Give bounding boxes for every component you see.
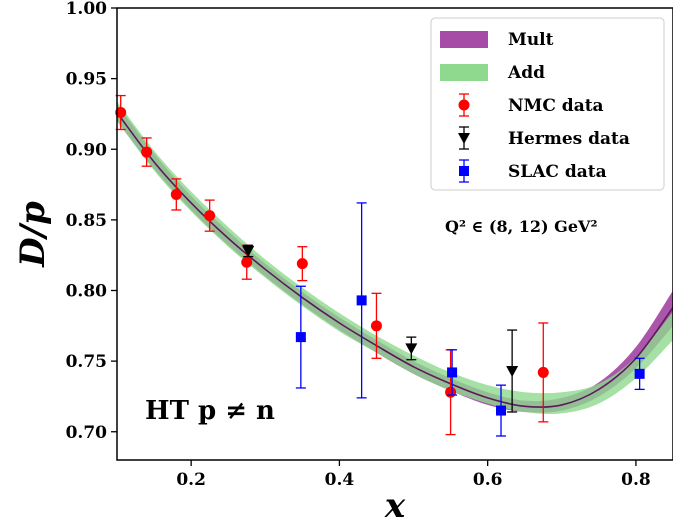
hermes-data-marker [506, 366, 519, 378]
nmc-data-marker [537, 366, 549, 378]
slac-data-marker [447, 367, 458, 378]
slac-data-point-4 [634, 357, 645, 391]
nmc-data-marker [170, 188, 182, 200]
y-tick-label: 0.85 [66, 211, 107, 231]
hermes-data-point-1 [405, 336, 418, 361]
nmc-data-marker [296, 258, 308, 270]
slac-data-point-0 [295, 285, 306, 389]
hermes-data-marker [405, 343, 418, 355]
hermes-data-point-0 [242, 244, 255, 258]
legend-entry-add: Add [440, 63, 545, 83]
legend-entry-slac-data: SLAC data [459, 159, 607, 183]
legend-label: Hermes data [508, 129, 630, 149]
nmc-data-marker [141, 146, 153, 158]
y-tick-label: 0.75 [66, 352, 107, 372]
band-add [117, 101, 673, 415]
slac-data-point-1 [356, 202, 367, 399]
legend-marker [459, 166, 469, 176]
slac-data-marker [634, 368, 645, 379]
plot-frame [116, 7, 673, 461]
slac-data-marker [295, 332, 306, 343]
x-tick-label: 0.2 [176, 470, 206, 490]
q2-range-annotation: Q² ∈ (8, 12) GeV² [445, 217, 597, 236]
axis-ticks: 0.2 0.4 0.6 0.8 0.70 0.75 0.80 0.85 0.90 0.95 1.00 [66, 0, 651, 490]
x-tick-label: 0.6 [473, 470, 503, 490]
hermes-data-marker [242, 245, 255, 257]
y-tick-label: 0.70 [66, 423, 108, 443]
legend: Mult Add NMC data Hermes data SLAC data [430, 17, 665, 191]
nmc-data-point-6 [370, 292, 382, 359]
legend-box [430, 17, 665, 191]
legend-entry-hermes-data: Hermes data [458, 126, 630, 150]
nmc-data-point-7 [445, 349, 457, 436]
x-axis-label: x [384, 486, 406, 526]
slac-data-marker [356, 295, 367, 306]
legend-entry-mult: Mult [440, 30, 554, 50]
y-tick-label: 0.90 [66, 140, 108, 160]
slac-data-point-2 [447, 349, 458, 396]
y-tick-label: 0.95 [66, 70, 107, 90]
slac-data-point-3 [496, 384, 507, 437]
y-axis-label: D/p [13, 201, 53, 268]
nmc-data-point-8 [537, 322, 549, 423]
nmc-data-point-3 [204, 199, 216, 232]
slac-data-marker [496, 405, 507, 416]
x-tick-label: 0.8 [621, 470, 651, 490]
y-tick-label: 0.80 [66, 282, 108, 302]
nmc-data-marker [241, 256, 253, 268]
data-points-layer [115, 94, 645, 437]
legend-label: NMC data [508, 96, 604, 116]
legend-entry-nmc-data: NMC data [458, 93, 604, 117]
hermes-data-point-2 [506, 329, 519, 413]
bands-layer [117, 101, 673, 415]
legend-label: Mult [508, 30, 554, 50]
nmc-data-marker [445, 386, 457, 398]
ht-label-annotation: HT p ≠ n [145, 396, 275, 426]
legend-swatch [440, 64, 488, 81]
nmc-data-marker [370, 320, 382, 332]
nmc-data-point-1 [141, 137, 153, 167]
y-tick-label: 1.00 [66, 0, 108, 19]
legend-swatch [440, 31, 488, 48]
nmc-data-point-5 [296, 246, 308, 282]
x-tick-label: 0.4 [325, 470, 355, 490]
nmc-data-marker [204, 210, 216, 222]
legend-label: SLAC data [508, 162, 607, 182]
legend-marker [458, 99, 470, 111]
nmc-data-point-2 [170, 178, 182, 211]
nmc-data-marker [115, 107, 127, 119]
legend-label: Add [507, 63, 545, 83]
legend-marker [458, 133, 470, 144]
